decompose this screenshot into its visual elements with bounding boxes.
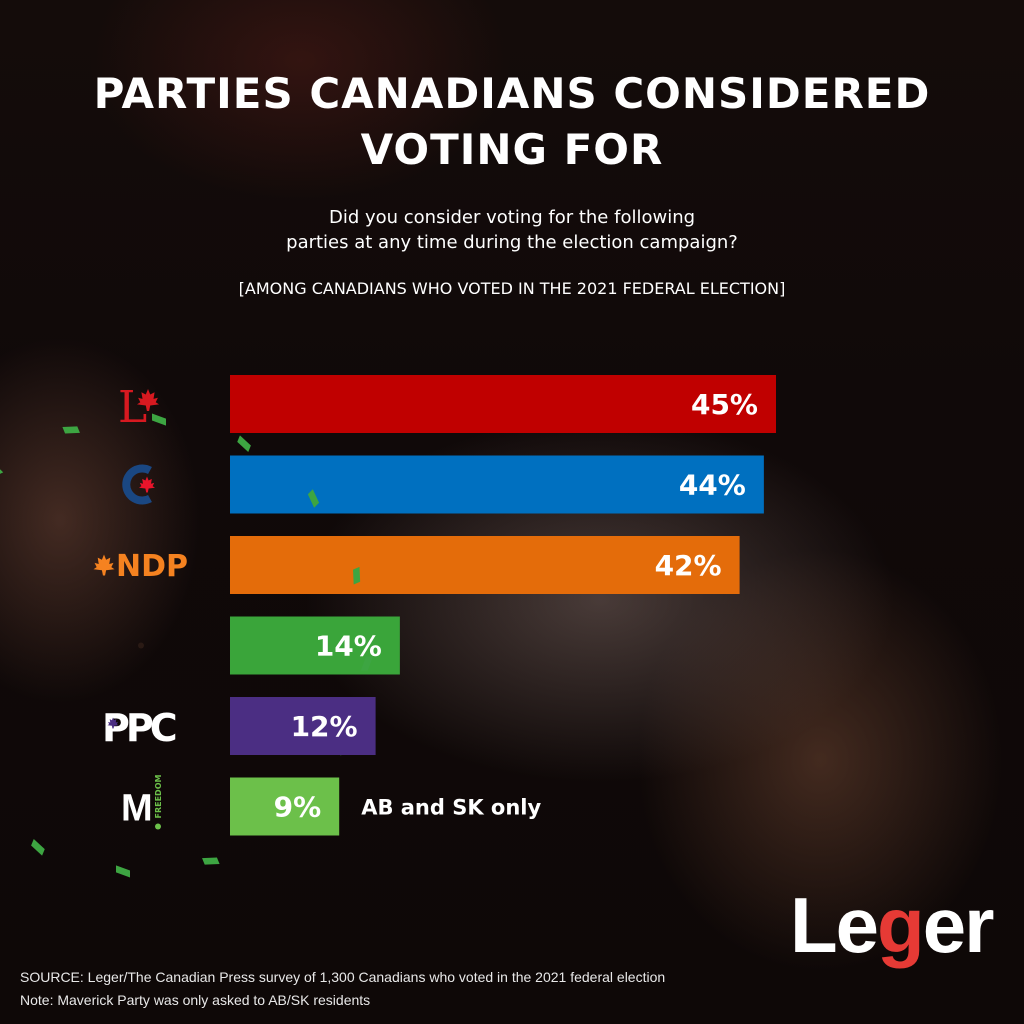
bar-annotation: AB and SK only — [361, 796, 541, 820]
data-label: 44% — [679, 469, 746, 502]
maverick-logo-icon: M FREEDOM — [121, 775, 163, 830]
svg-text:NDP: NDP — [116, 549, 188, 584]
bar — [230, 375, 776, 433]
maple-leaf-icon — [93, 554, 115, 576]
leger-logo: Leger — [790, 881, 994, 969]
svg-text:L: L — [118, 382, 147, 433]
footnote: Note: Maverick Party was only asked to A… — [20, 992, 371, 1008]
question-text: Did you consider voting for the followin… — [0, 205, 1024, 255]
maple-leaf-icon — [139, 476, 155, 493]
data-label: 45% — [691, 388, 758, 421]
title-line-2: VOTING FOR — [360, 125, 664, 174]
bar — [230, 777, 340, 836]
page-title: PARTIES CANADIANS CONSIDERED VOTING FOR — [0, 66, 1024, 178]
data-label: 9% — [274, 791, 322, 824]
data-label: 42% — [655, 549, 722, 582]
bar — [230, 455, 764, 514]
ndp-logo-icon: NDP — [116, 549, 188, 584]
source-note: SOURCE: Leger/The Canadian Press survey … — [20, 969, 666, 985]
conservative-logo-icon — [122, 464, 152, 505]
maple-leaf-icon — [107, 717, 119, 729]
title-line-1: PARTIES CANADIANS CONSIDERED — [93, 69, 931, 118]
question-line-2: parties at any time during the election … — [286, 232, 738, 253]
svg-text:M: M — [121, 788, 153, 830]
svg-text:FREEDOM: FREEDOM — [154, 775, 163, 819]
ppc-logo-icon: PPC — [102, 706, 180, 750]
question-line-1: Did you consider voting for the followin… — [328, 207, 696, 228]
svg-text:PPC: PPC — [102, 706, 176, 750]
maple-leaf-icon — [137, 389, 159, 411]
bar — [230, 616, 400, 675]
bar — [230, 536, 740, 594]
data-label: 12% — [291, 710, 358, 743]
base-note: [AMONG CANADIANS WHO VOTED IN THE 2021 F… — [238, 279, 786, 298]
bar — [230, 697, 376, 755]
liberal-logo-icon: L — [118, 382, 147, 433]
